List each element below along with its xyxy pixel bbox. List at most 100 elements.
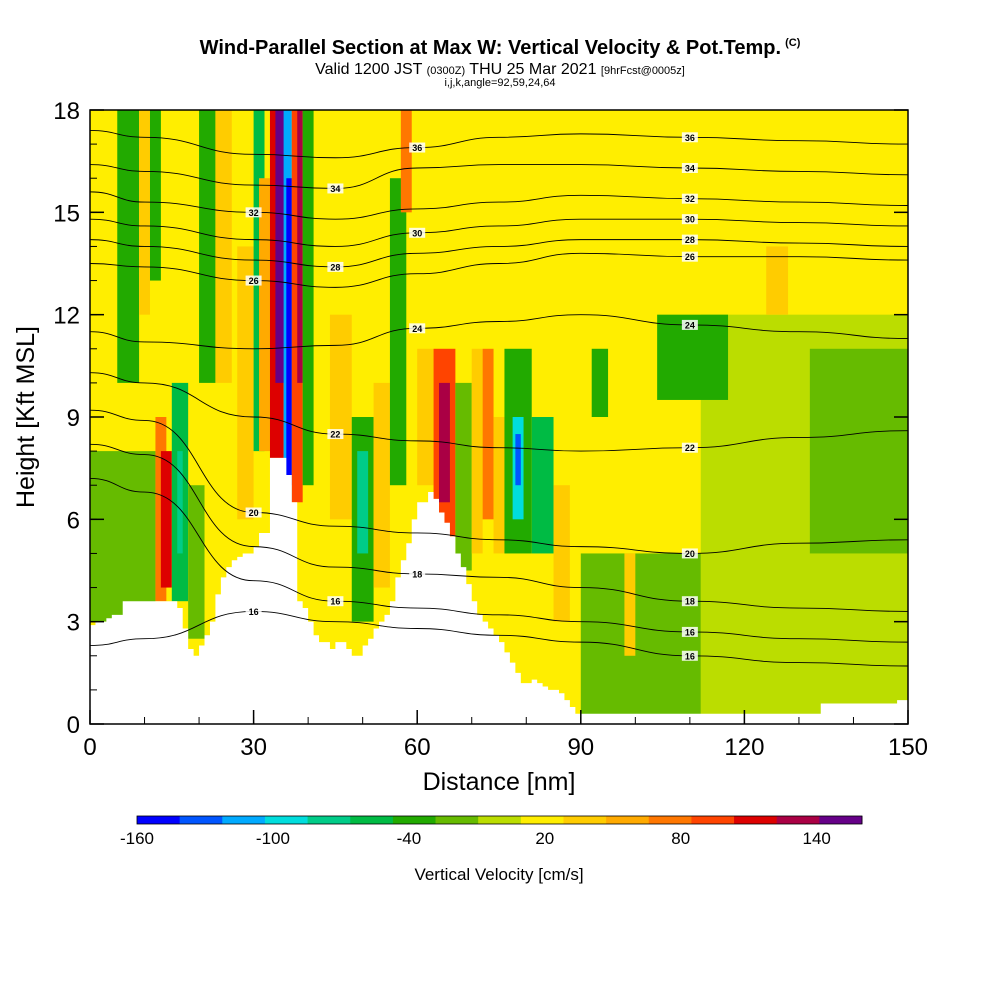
chart-subtitle: Valid 1200 JST (0300Z) THU 25 Mar 2021 [… (0, 61, 1000, 79)
y-axis-title: Height [Kft MSL] (12, 326, 40, 508)
velocity-cell (139, 110, 150, 315)
potential-temperature-contours: 16 16 16 16 18 18 20 20 22 22 24 24 26 26 28 28 30 30 32 32… (90, 130, 908, 667)
velocity-cell (259, 178, 270, 452)
colorbar-tick-label: 20 (535, 829, 554, 848)
contour-label-bg (327, 261, 344, 272)
velocity-cell (482, 348, 494, 520)
y-tick-label: 6 (67, 507, 80, 534)
velocity-cell (188, 485, 205, 639)
contour-label: 20 (685, 549, 695, 559)
colorbar-swatch (478, 816, 522, 824)
contour-label-bg (245, 275, 262, 286)
contour-label: 20 (249, 508, 259, 518)
contour-label-bg (327, 596, 344, 607)
copyright-mark: (C) (785, 37, 801, 50)
velocity-cell (275, 110, 287, 383)
contour-label: 18 (412, 569, 422, 579)
contour-label: 22 (330, 430, 340, 440)
x-tick-label: 150 (888, 734, 928, 761)
velocity-cell (149, 110, 161, 281)
contour-label: 34 (330, 184, 340, 194)
contour-label-bg (681, 251, 698, 262)
theta-contour (90, 477, 908, 643)
velocity-cell (471, 348, 483, 554)
contour-label: 16 (249, 607, 259, 617)
velocity-cell (357, 451, 369, 554)
theta-contour (90, 239, 908, 268)
contour-label-bg (327, 429, 344, 440)
velocity-cell (90, 451, 156, 622)
colorbar-swatch (819, 816, 863, 824)
colorbar-tick-label: 140 (803, 829, 831, 848)
theta-contour (90, 610, 908, 667)
colorbar-swatch (776, 816, 820, 824)
velocity-cell (215, 110, 232, 383)
velocity-cell (809, 348, 908, 554)
y-tick-label: 15 (53, 200, 80, 227)
velocity-cell (199, 110, 216, 383)
colorbar-tick-label: 80 (671, 829, 690, 848)
theta-contour (90, 252, 908, 288)
contour-label: 30 (685, 215, 695, 225)
section-indices: i,j,k,angle=92,59,24,64 (444, 77, 556, 89)
contour-label-bg (681, 650, 698, 661)
contour-label: 26 (249, 276, 259, 286)
contour-label-bg (409, 568, 426, 579)
theta-contour (90, 164, 908, 189)
contour-label: 28 (685, 235, 695, 245)
x-axis-title: Distance [nm] (423, 768, 576, 796)
colorbar-swatch (222, 816, 266, 824)
colorbar-swatch (350, 816, 394, 824)
velocity-cell (531, 417, 554, 554)
chart-title-text: Wind-Parallel Section at Max W: Vertical… (199, 37, 782, 59)
contour-label-bg (681, 319, 698, 330)
chart-title: Wind-Parallel Section at Max W: Vertical… (0, 37, 1000, 60)
velocity-cell (160, 451, 172, 588)
contour-label: 28 (330, 262, 340, 272)
colorbar-swatch (264, 816, 309, 824)
x-tick-label: 90 (567, 734, 594, 761)
velocity-cell (302, 110, 314, 486)
contour-label: 22 (685, 443, 695, 453)
forecast-tag: [9hrFcst@0005z] (600, 65, 685, 77)
contour-label-bg (245, 207, 262, 218)
contour-label: 26 (685, 252, 695, 262)
velocity-cell (286, 178, 292, 486)
colorbar-swatch (648, 816, 692, 824)
colorbar-swatch (392, 816, 437, 824)
contour-label-bg (681, 214, 698, 225)
terrain-area (90, 457, 908, 724)
contour-label-bg (681, 162, 698, 173)
colorbar-swatch (606, 816, 650, 824)
colorbar-swatch (520, 816, 564, 824)
velocity-cell (297, 110, 303, 383)
velocity-cell (373, 382, 390, 588)
velocity-cell (117, 110, 140, 383)
contour-label-bg (681, 596, 698, 607)
colorbar: -160 -100 -40 20 80 140 (120, 815, 863, 848)
theta-contour (90, 130, 908, 159)
velocity-cell (766, 246, 789, 315)
colorbar-swatch (691, 816, 735, 824)
contour-label: 36 (685, 133, 695, 143)
contour-label: 18 (685, 597, 695, 607)
terrain-mask (90, 457, 908, 724)
contour-label-bg (681, 626, 698, 637)
contour-label: 16 (685, 651, 695, 661)
contour-label: 16 (685, 627, 695, 637)
colorbar-swatch (435, 816, 479, 824)
y-tick-label: 0 (67, 712, 80, 739)
theta-contour (90, 191, 908, 220)
velocity-cell (329, 314, 352, 520)
velocity-cell (237, 246, 254, 520)
contour-label-bg (409, 142, 426, 153)
colorbar-swatch (563, 816, 607, 824)
velocity-cell (455, 382, 472, 571)
valid-date: THU 25 Mar 2021 (469, 61, 597, 78)
colorbar-title: Vertical Velocity [cm/s] (414, 865, 583, 884)
x-tick-label: 120 (724, 734, 764, 761)
x-tick-label: 60 (404, 734, 431, 761)
valid-time-prefix: Valid 1200 JST (315, 61, 423, 78)
